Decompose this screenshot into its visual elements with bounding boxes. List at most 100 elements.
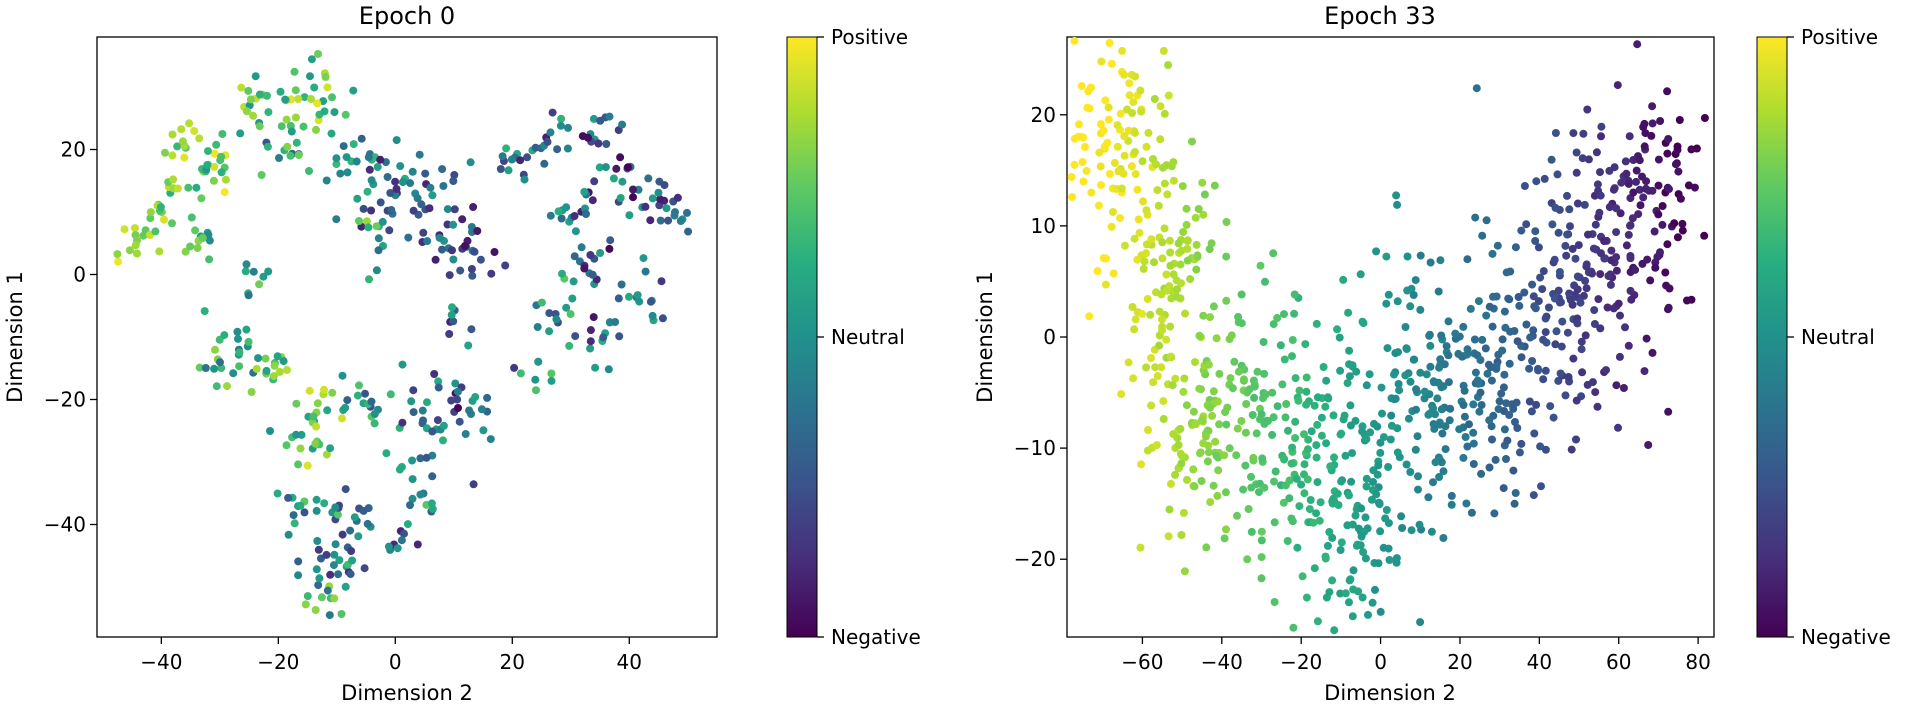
scatter-point <box>1444 317 1453 326</box>
scatter-point <box>1648 348 1657 357</box>
scatter-point <box>276 87 285 96</box>
scatter-point <box>1411 276 1420 285</box>
scatter-point <box>1191 420 1200 428</box>
scatter-point <box>1541 445 1550 454</box>
scatter-point <box>546 211 555 220</box>
scatter-point <box>1500 307 1509 316</box>
scatter-point <box>1609 185 1618 194</box>
scatter-point <box>1160 224 1169 233</box>
scatter-point <box>606 236 615 245</box>
scatter-point <box>1444 378 1453 387</box>
scatter-point <box>588 196 597 205</box>
scatter-point <box>617 280 626 289</box>
scatter-point <box>1402 345 1411 353</box>
scatter-point <box>427 499 436 508</box>
scatter-point <box>1113 142 1122 151</box>
scatter-point <box>1616 311 1624 320</box>
scatter-point <box>1526 333 1535 342</box>
scatter-point <box>1198 416 1207 424</box>
scatter-point <box>1591 388 1600 397</box>
scatter-point <box>1431 458 1440 467</box>
scatter-point <box>1319 363 1328 371</box>
scatter-point <box>586 337 595 346</box>
svg-text:20: 20 <box>1447 650 1472 674</box>
svg-text:40: 40 <box>617 650 642 674</box>
scatter-point <box>328 388 337 397</box>
scatter-point <box>1150 258 1158 267</box>
scatter-point <box>1675 116 1684 124</box>
scatter-point <box>1322 593 1331 602</box>
y-tick: −20 <box>1014 547 1067 571</box>
scatter-point <box>1070 36 1079 45</box>
scatter-point <box>451 379 460 388</box>
scatter-point <box>553 145 562 154</box>
scatter-point <box>1271 467 1280 476</box>
scatter-point <box>1257 527 1266 536</box>
scatter-point <box>1212 451 1221 460</box>
scatter-point <box>1497 389 1506 398</box>
scatter-point <box>156 203 165 211</box>
scatter-point <box>1416 368 1425 377</box>
point-layer <box>1067 36 1709 635</box>
scatter-point <box>1593 402 1602 411</box>
scatter-point <box>1096 162 1105 171</box>
scatter-point <box>1436 420 1444 429</box>
scatter-point <box>1225 444 1234 453</box>
scatter-point <box>1164 532 1173 541</box>
scatter-point <box>1636 201 1645 210</box>
scatter-point <box>1247 472 1255 481</box>
scatter-point <box>1578 368 1587 377</box>
scatter-point <box>1670 219 1679 228</box>
scatter-point <box>599 333 608 342</box>
scatter-point <box>1513 424 1522 432</box>
scatter-point <box>1345 576 1354 585</box>
scatter-point <box>217 168 226 177</box>
scatter-point <box>1330 626 1339 635</box>
scatter-point <box>1312 441 1321 450</box>
scatter-point <box>385 226 394 235</box>
scatter-point <box>635 297 644 306</box>
scatter-point <box>1528 357 1537 365</box>
scatter-point <box>421 169 430 178</box>
scatter-point <box>1638 172 1646 181</box>
scatter-point <box>120 225 129 234</box>
scatter-point <box>1164 61 1173 70</box>
scatter-point <box>291 113 300 122</box>
scatter-point <box>1100 142 1109 151</box>
scatter-point <box>1397 512 1406 521</box>
scatter-point <box>255 90 264 99</box>
scatter-point <box>1333 489 1342 498</box>
scatter-point <box>1171 470 1179 479</box>
scatter-point <box>275 367 284 376</box>
scatter-point <box>1343 379 1352 388</box>
scatter-point <box>1287 459 1296 468</box>
svg-text:0: 0 <box>1043 325 1056 349</box>
scatter-point <box>1485 463 1494 472</box>
scatter-point <box>1439 382 1448 391</box>
scatter-point <box>287 127 296 136</box>
scatter-point <box>1237 319 1246 328</box>
scatter-point <box>255 280 264 289</box>
scatter-point <box>1179 387 1188 396</box>
scatter-point <box>1273 314 1282 322</box>
scatter-point <box>1430 378 1438 387</box>
scatter-point <box>332 215 341 224</box>
scatter-point <box>1168 381 1177 390</box>
scatter-point <box>217 152 226 161</box>
scatter-point <box>1192 240 1201 249</box>
scatter-point <box>1253 367 1262 376</box>
scatter-point <box>1364 610 1372 619</box>
scatter-point <box>259 272 268 281</box>
scatter-point <box>1237 290 1246 299</box>
scatter-point <box>1352 541 1361 550</box>
scatter-point <box>1302 387 1311 396</box>
scatter-point <box>1522 320 1531 329</box>
scatter-point <box>1234 367 1243 376</box>
scatter-point <box>1593 180 1602 189</box>
scatter-point <box>294 460 303 469</box>
scatter-point <box>644 174 653 183</box>
scatter-point <box>1589 244 1598 253</box>
scatter-point <box>1358 593 1367 602</box>
scatter-point <box>1582 260 1591 269</box>
scatter-point <box>400 529 408 538</box>
